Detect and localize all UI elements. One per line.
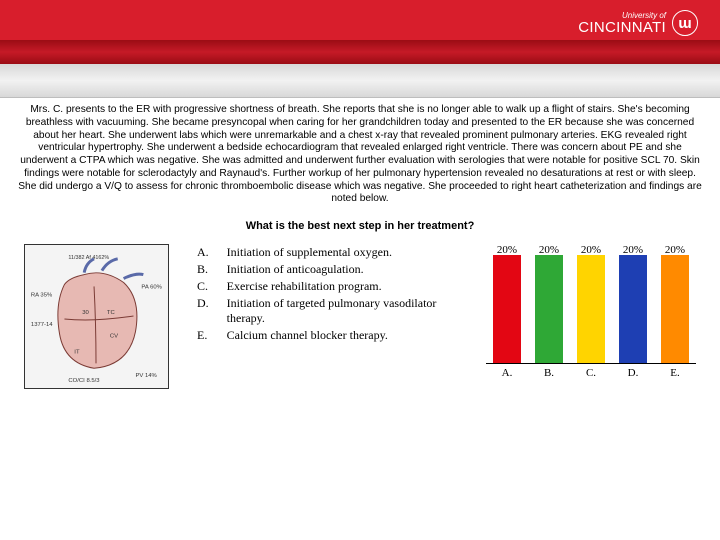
option-text: Initiation of supplemental oxygen. (227, 244, 476, 261)
bar (493, 255, 522, 363)
option-text: Initiation of anticoagulation. (227, 261, 476, 278)
heart-diagram-svg: RA 35% 11/382 Af 4162% PA 60% 1377-14 30… (25, 245, 168, 388)
bar-wrap (528, 255, 570, 363)
chart-category-label: E. (654, 367, 696, 379)
option-label: A. (179, 244, 227, 261)
case-text: Mrs. C. presents to the ER with progress… (16, 104, 704, 206)
chart-category-label: C. (570, 367, 612, 379)
option-label: D. (179, 295, 227, 327)
svg-text:30: 30 (82, 310, 89, 316)
svg-text:CO/CI 8.5/3: CO/CI 8.5/3 (68, 378, 100, 384)
svg-text:PA 60%: PA 60% (141, 284, 162, 290)
chart-bars (486, 256, 696, 364)
bar (661, 255, 690, 363)
chart-category-label: B. (528, 367, 570, 379)
option-text: Calcium channel blocker therapy. (227, 327, 476, 344)
option-text: Exercise rehabilitation program. (227, 278, 476, 295)
svg-text:CV: CV (110, 334, 118, 340)
option-label: B. (179, 261, 227, 278)
chart-labels: A.B.C.D.E. (486, 367, 696, 379)
logo-monogram-icon: ɯ (672, 10, 698, 36)
logo-line2: CINCINNATI (578, 20, 666, 35)
svg-text:TC: TC (107, 310, 116, 316)
question-text: What is the best next step in her treatm… (16, 220, 704, 232)
header-band-grey (0, 64, 720, 98)
lower-row: RA 35% 11/382 Af 4162% PA 60% 1377-14 30… (16, 244, 704, 389)
svg-text:PV 14%: PV 14% (135, 373, 157, 379)
svg-text:11/382 Af 4162%: 11/382 Af 4162% (68, 255, 109, 261)
heart-diagram: RA 35% 11/382 Af 4162% PA 60% 1377-14 30… (24, 244, 169, 389)
bar (535, 255, 564, 363)
option-row: D.Initiation of targeted pulmonary vasod… (179, 295, 476, 327)
bar-wrap (654, 255, 696, 363)
chart-category-label: D. (612, 367, 654, 379)
option-row: E.Calcium channel blocker therapy. (179, 327, 476, 344)
bar-wrap (486, 255, 528, 363)
bar (619, 255, 648, 363)
bar-wrap (570, 255, 612, 363)
svg-text:IT: IT (74, 349, 80, 355)
slide-content: Mrs. C. presents to the ER with progress… (0, 98, 720, 389)
option-row: A.Initiation of supplemental oxygen. (179, 244, 476, 261)
slide-header: University of CINCINNATI ɯ (0, 0, 720, 98)
option-label: E. (179, 327, 227, 344)
svg-text:1377-14: 1377-14 (31, 322, 53, 328)
svg-text:RA 35%: RA 35% (31, 292, 53, 298)
option-row: C.Exercise rehabilitation program. (179, 278, 476, 295)
bar (577, 255, 606, 363)
chart-category-label: A. (486, 367, 528, 379)
university-logo: University of CINCINNATI ɯ (578, 10, 698, 36)
option-label: C. (179, 278, 227, 295)
response-chart: 20%20%20%20%20% A.B.C.D.E. (486, 244, 696, 379)
option-row: B.Initiation of anticoagulation. (179, 261, 476, 278)
bar-wrap (612, 255, 654, 363)
header-band-dark (0, 40, 720, 64)
answer-options: A.Initiation of supplemental oxygen.B.In… (179, 244, 476, 344)
option-text: Initiation of targeted pulmonary vasodil… (227, 295, 476, 327)
